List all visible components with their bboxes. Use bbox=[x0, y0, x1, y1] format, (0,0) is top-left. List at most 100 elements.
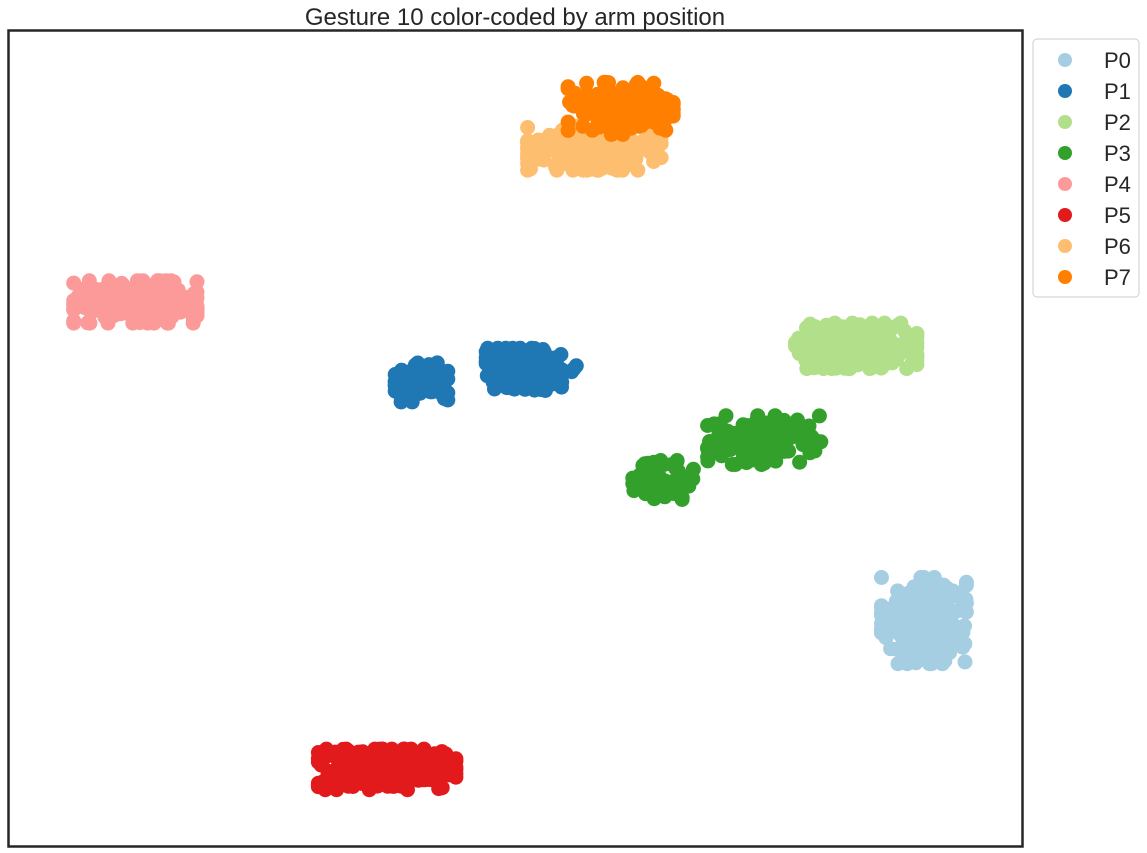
data-point-p3 bbox=[788, 422, 804, 438]
data-point-p3 bbox=[649, 469, 665, 485]
data-point-p1 bbox=[478, 353, 494, 369]
data-point-p1 bbox=[436, 374, 452, 390]
data-point-p6 bbox=[628, 151, 644, 167]
data-point-p6 bbox=[582, 146, 598, 162]
series-p4 bbox=[66, 273, 205, 331]
data-point-p3 bbox=[664, 457, 680, 472]
data-point-p3 bbox=[701, 447, 717, 463]
data-point-p0 bbox=[902, 649, 918, 665]
series-p0 bbox=[874, 570, 974, 672]
data-point-p7 bbox=[577, 98, 593, 114]
data-point-p3 bbox=[768, 416, 784, 432]
data-point-p7 bbox=[560, 123, 576, 138]
data-point-p7 bbox=[646, 75, 662, 91]
data-point-p0 bbox=[913, 570, 929, 585]
data-point-p0 bbox=[934, 656, 950, 672]
data-point-p2 bbox=[856, 334, 872, 350]
data-point-p6 bbox=[591, 161, 607, 177]
data-point-p3 bbox=[706, 416, 722, 432]
data-point-p3 bbox=[801, 418, 817, 434]
data-point-p2 bbox=[808, 343, 824, 359]
legend-marker-p4 bbox=[1058, 177, 1072, 191]
data-point-p1 bbox=[480, 341, 496, 357]
data-point-p5 bbox=[448, 766, 464, 781]
data-point-p5 bbox=[438, 746, 454, 762]
chart-title: Gesture 10 color-coded by arm position bbox=[305, 4, 725, 31]
data-point-p3 bbox=[657, 488, 672, 504]
data-point-p3 bbox=[674, 490, 690, 506]
data-point-p3 bbox=[776, 443, 792, 459]
data-point-p4 bbox=[66, 297, 82, 312]
data-point-p2 bbox=[868, 349, 884, 365]
data-point-p2 bbox=[824, 345, 840, 361]
data-point-p2 bbox=[897, 334, 913, 350]
data-point-p2 bbox=[788, 335, 803, 351]
data-point-p7 bbox=[653, 101, 669, 117]
data-point-p4 bbox=[163, 273, 179, 289]
data-point-p0 bbox=[954, 601, 970, 617]
legend-marker-p2 bbox=[1058, 115, 1072, 129]
data-point-p3 bbox=[702, 434, 717, 449]
data-point-p1 bbox=[554, 362, 570, 378]
data-point-p0 bbox=[924, 585, 940, 601]
data-point-p4 bbox=[82, 303, 98, 318]
data-point-p7 bbox=[590, 86, 606, 102]
series-p3 bbox=[625, 408, 829, 507]
legend-marker-p5 bbox=[1058, 208, 1072, 222]
data-point-p0 bbox=[957, 618, 972, 634]
data-point-p1 bbox=[400, 373, 416, 389]
data-point-p2 bbox=[880, 324, 896, 340]
data-point-p2 bbox=[805, 327, 821, 343]
data-point-p3 bbox=[635, 458, 651, 474]
legend-label-p1: P1 bbox=[1104, 79, 1131, 104]
data-point-p4 bbox=[115, 277, 131, 293]
data-point-p5 bbox=[363, 747, 379, 763]
data-point-p0 bbox=[928, 636, 944, 652]
data-point-p0 bbox=[906, 583, 922, 599]
data-point-p1 bbox=[387, 383, 403, 399]
data-point-p6 bbox=[626, 139, 642, 155]
data-point-p4 bbox=[100, 315, 116, 331]
data-point-p0 bbox=[874, 600, 889, 616]
data-point-p7 bbox=[628, 77, 644, 92]
data-point-p5 bbox=[361, 760, 376, 775]
data-point-p7 bbox=[595, 105, 611, 121]
data-point-p1 bbox=[387, 367, 403, 382]
data-point-p1 bbox=[416, 371, 432, 387]
data-point-p6 bbox=[596, 143, 612, 159]
data-point-p3 bbox=[737, 447, 753, 463]
data-point-p2 bbox=[821, 319, 837, 335]
data-point-p5 bbox=[343, 775, 359, 791]
data-point-p6 bbox=[646, 154, 662, 169]
data-point-p3 bbox=[685, 471, 701, 487]
series-p5 bbox=[310, 741, 464, 798]
data-point-p0 bbox=[913, 596, 929, 612]
legend-label-p6: P6 bbox=[1104, 234, 1131, 259]
data-point-p0 bbox=[957, 654, 973, 670]
data-point-p7 bbox=[627, 102, 643, 118]
data-point-p0 bbox=[874, 625, 889, 641]
data-point-p4 bbox=[82, 315, 98, 331]
data-point-p2 bbox=[909, 335, 925, 350]
data-point-p5 bbox=[434, 780, 450, 796]
data-point-p7 bbox=[564, 92, 580, 108]
data-point-p1 bbox=[524, 373, 540, 389]
data-point-p3 bbox=[811, 408, 827, 424]
plot-area-frame bbox=[7, 29, 1024, 848]
legend-label-p7: P7 bbox=[1104, 265, 1131, 290]
data-point-p7 bbox=[636, 112, 652, 128]
legend-frame bbox=[1032, 38, 1140, 298]
data-point-p6 bbox=[653, 135, 669, 151]
data-point-p3 bbox=[653, 453, 669, 468]
data-point-p4 bbox=[66, 313, 82, 329]
data-point-p3 bbox=[766, 435, 782, 451]
data-point-p7 bbox=[579, 75, 595, 91]
data-point-p4 bbox=[172, 304, 188, 320]
data-point-p7 bbox=[658, 122, 674, 138]
data-point-p0 bbox=[929, 625, 945, 641]
data-point-p3 bbox=[802, 431, 818, 447]
legend-label-p3: P3 bbox=[1104, 141, 1131, 166]
legend-marker-p3 bbox=[1058, 146, 1072, 160]
data-point-p2 bbox=[850, 346, 866, 362]
